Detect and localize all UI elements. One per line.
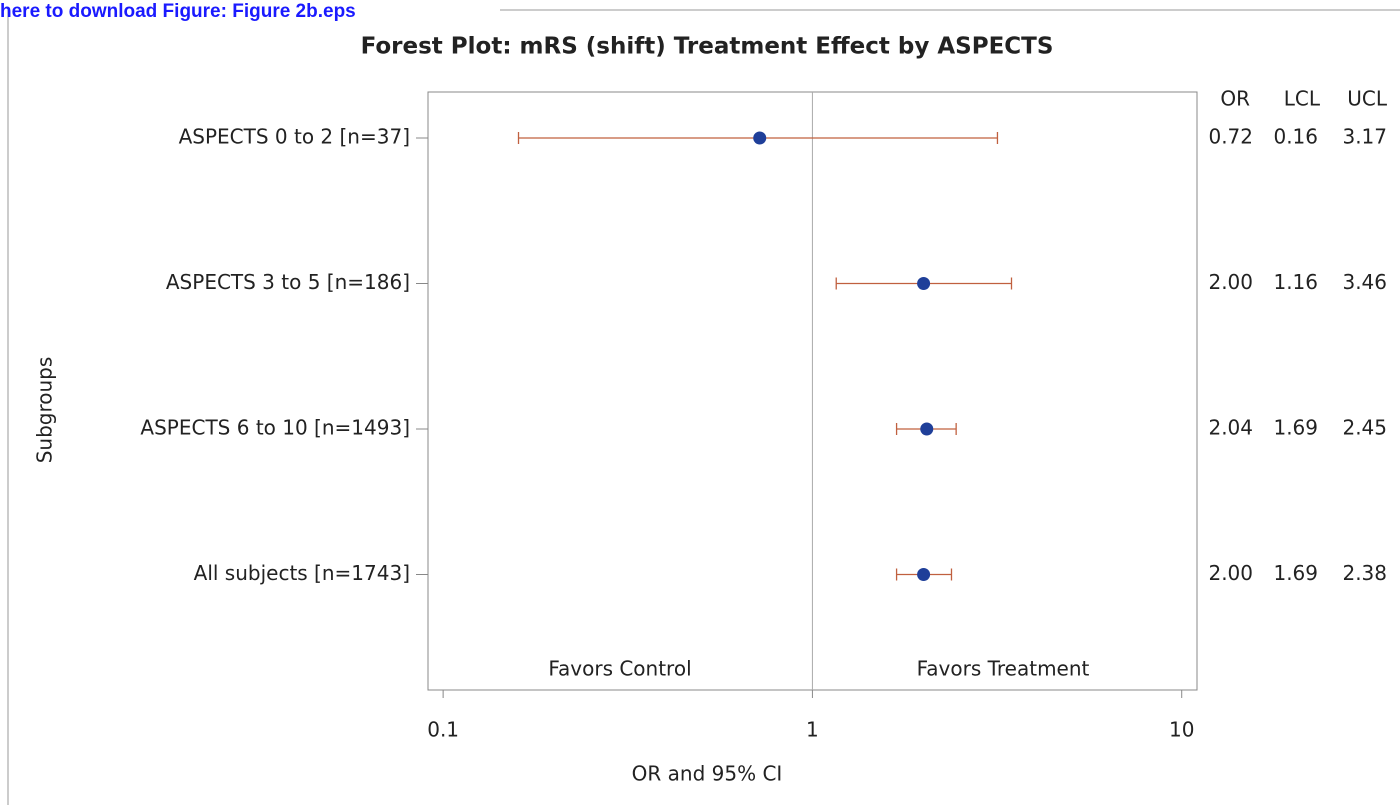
point <box>920 422 934 436</box>
table-ucl: 3.46 <box>1342 270 1387 294</box>
annotation: Favors Treatment <box>917 657 1090 681</box>
table-or: 2.00 <box>1208 561 1253 585</box>
column-header: LCL <box>1284 87 1321 111</box>
table-ucl: 2.45 <box>1342 416 1387 440</box>
download-link[interactable]: here to download Figure: Figure 2b.eps <box>0 1 356 22</box>
x-tick-label: 0.1 <box>427 718 459 742</box>
x-tick-label: 1 <box>806 718 819 742</box>
point <box>753 131 767 145</box>
y-tick-label: ASPECTS 0 to 2 [n=37] <box>179 125 410 149</box>
y-tick-label: ASPECTS 3 to 5 [n=186] <box>166 270 410 294</box>
y-tick-label: All subjects [n=1743] <box>194 561 410 585</box>
column-header: OR <box>1220 87 1250 111</box>
y-tick-label: ASPECTS 6 to 10 [n=1493] <box>140 416 410 440</box>
x-tick-label: 10 <box>1169 718 1194 742</box>
table-ucl: 2.38 <box>1342 561 1387 585</box>
y-axis-label: Subgroups <box>33 357 57 464</box>
table-lcl: 1.69 <box>1273 561 1318 585</box>
column-header: UCL <box>1347 87 1388 111</box>
table-ucl: 3.17 <box>1342 125 1387 149</box>
point <box>917 277 931 290</box>
chart-title: Forest Plot: mRS (shift) Treatment Effec… <box>361 34 1054 60</box>
point <box>917 568 931 581</box>
x-axis-label: OR and 95% CI <box>632 762 783 786</box>
table-lcl: 0.16 <box>1273 125 1318 149</box>
table-lcl: 1.69 <box>1273 416 1318 440</box>
table-or: 2.04 <box>1208 416 1253 440</box>
table-or: 2.00 <box>1208 270 1253 294</box>
table-or: 0.72 <box>1208 125 1253 149</box>
table-lcl: 1.16 <box>1273 270 1318 294</box>
annotation: Favors Control <box>548 657 691 681</box>
